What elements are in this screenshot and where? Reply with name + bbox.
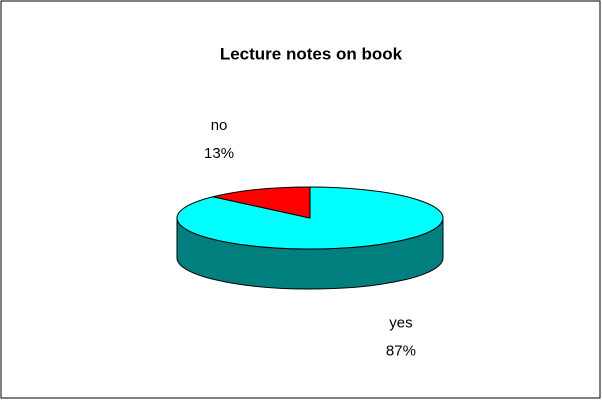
slice-value-label: 13% [204, 145, 234, 162]
slice-label: yes [389, 314, 412, 331]
pie-slice [212, 186, 311, 219]
slice-label: no [211, 117, 228, 134]
slice-value-label: 87% [386, 342, 416, 359]
chart-title: Lecture notes on book [220, 44, 403, 63]
